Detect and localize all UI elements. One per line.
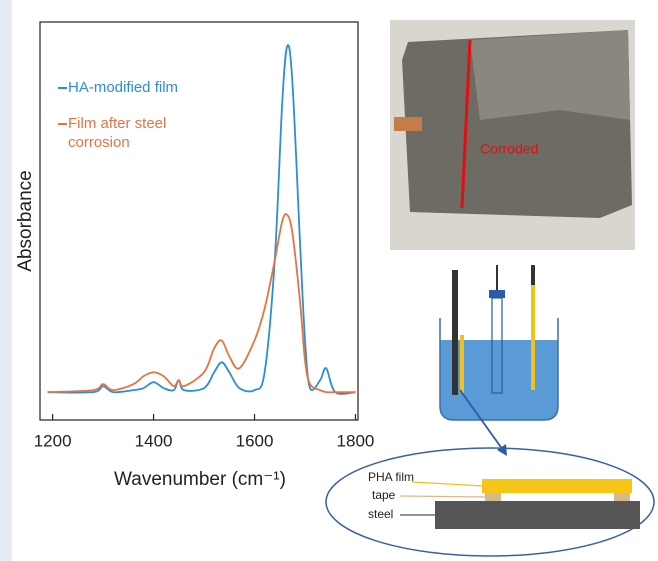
leader [411,481,485,487]
arrow-head [497,444,507,456]
electrolyte [440,340,558,420]
cell-diagram [439,265,559,456]
plot-frame [39,21,359,421]
electrode-sample [460,335,464,393]
wire [531,265,535,285]
pha-layer [482,479,632,493]
photo-label: Corroded [480,141,538,157]
series-line [47,213,356,394]
electrode-cap [489,290,505,298]
counter-electrode [531,285,535,390]
corroded-area [470,30,630,120]
layer-label: PHA film [368,470,414,484]
y-axis-label: Absorbance [15,170,36,271]
legend-label: HA-modified film [68,79,179,96]
layer-label: tape [372,488,396,502]
legend-entry: HA-modified film [58,78,188,97]
legend-entry: Film after steel corrosion [58,114,188,152]
photo: Corroded [390,20,635,250]
divider-line [460,39,472,209]
legend-swatch [58,123,67,126]
x-tick-label: 1800 [337,431,375,450]
x-tick-label: 1200 [34,431,72,450]
copper-tab [394,117,422,131]
legend-swatch [58,87,67,90]
tape-layer [485,493,501,501]
steel-layer [435,501,640,529]
beaker [439,318,559,421]
arrow [459,389,504,451]
legend-label: Film after steel corrosion [68,115,167,151]
zoom-ellipse [325,447,655,557]
leader [399,495,488,498]
x-axis-label: Wavenumber (cm⁻¹) [114,469,286,490]
tape-layer [614,493,630,501]
x-tick-label: 1600 [236,431,274,450]
layer-diagram: PHA film tape steel [325,447,655,557]
layer-label: steel [368,507,393,521]
x-tick-label: 1400 [135,431,173,450]
electrode [452,270,458,395]
series-line [47,44,356,395]
